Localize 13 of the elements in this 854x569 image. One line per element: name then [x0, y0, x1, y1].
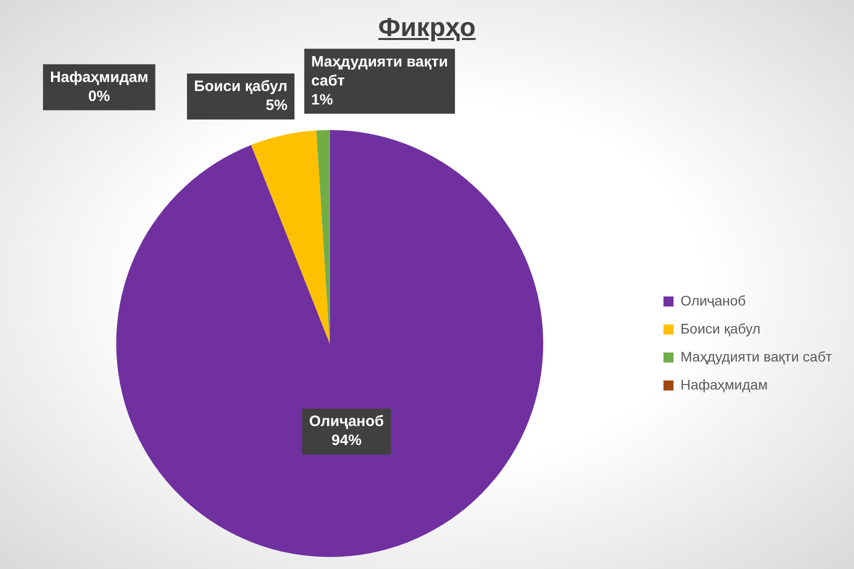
- legend-label: Боиси қабул: [680, 320, 760, 336]
- legend-label: Олиҷаноб: [680, 292, 746, 308]
- chart-title: Фикрҳо: [377, 12, 477, 43]
- category-label: Нафаҳмидам: [50, 68, 148, 86]
- legend-label: Нафаҳмидам: [680, 376, 768, 392]
- data-label: 1%: [311, 91, 333, 108]
- slice-label: Боиси қабул: [194, 78, 288, 96]
- slice-label: Олиҷаноб: [309, 413, 384, 430]
- data-label: 94%: [332, 432, 362, 450]
- text: 0%: [88, 88, 110, 105]
- slice-label: Маҳдудияти вақти сабт: [311, 53, 448, 90]
- data-label: 5%: [266, 97, 288, 114]
- legend-label: Маҳдудияти вақти сабт: [680, 348, 833, 364]
